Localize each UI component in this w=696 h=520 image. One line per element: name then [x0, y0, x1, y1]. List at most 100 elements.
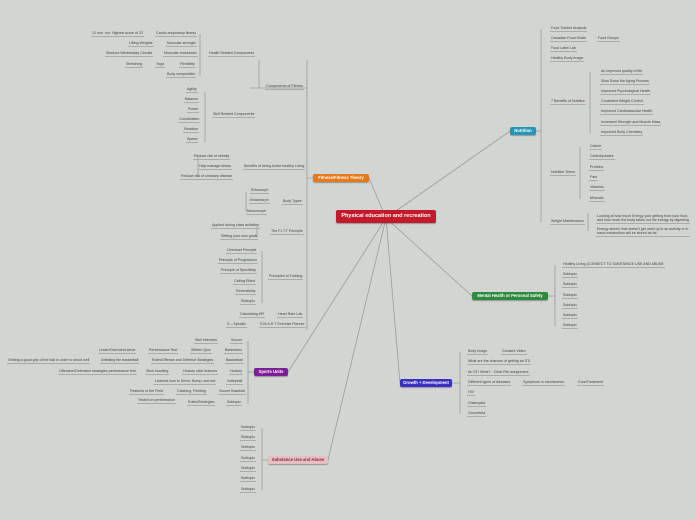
- fitness-topic[interactable]: Fitness/Fitness Theory: [313, 174, 369, 182]
- node[interactable]: Workout Wednesday Circuits: [105, 51, 154, 57]
- node[interactable]: Ectomorph: [250, 188, 270, 194]
- node[interactable]: Overload Principle: [226, 248, 258, 254]
- node[interactable]: Health Related Components: [208, 51, 256, 57]
- node[interactable]: Vitamins: [589, 185, 605, 191]
- node[interactable]: Subtopic: [562, 282, 578, 288]
- node[interactable]: Flexibility: [179, 62, 196, 68]
- node[interactable]: Body Image: [467, 349, 489, 355]
- node[interactable]: Subtopic: [240, 466, 256, 472]
- node[interactable]: Improved Cardiovascular Health: [600, 109, 654, 115]
- node[interactable]: Skill Related Components: [212, 112, 256, 118]
- node[interactable]: Volleyball: [226, 379, 244, 385]
- node[interactable]: Minerals: [589, 196, 605, 202]
- node[interactable]: Muscular endurance: [163, 51, 198, 57]
- node[interactable]: Getting a good grip of the ball in order…: [7, 358, 91, 364]
- node[interactable]: Carbohydrates: [589, 154, 615, 160]
- node[interactable]: Food Groups: [597, 36, 620, 42]
- node[interactable]: Subtopic: [240, 445, 256, 451]
- node[interactable]: Improved Body Chemistry: [600, 130, 644, 136]
- node[interactable]: Speed: [186, 137, 199, 143]
- node[interactable]: Improved Psychological Health: [600, 89, 652, 95]
- node[interactable]: Subtopic: [562, 313, 578, 319]
- node[interactable]: An STI What? - Clinic File assignment: [467, 370, 530, 376]
- node[interactable]: Tested on performance: [137, 398, 176, 404]
- node[interactable]: Principles of Training: [268, 274, 304, 280]
- sports-topic[interactable]: Sports Units: [254, 368, 288, 376]
- node[interactable]: Subtopic: [562, 323, 578, 329]
- node[interactable]: Features of the Field: [129, 389, 164, 395]
- node[interactable]: Ceiling Effect: [233, 279, 257, 285]
- node[interactable]: Benefits of being Active healthy Living: [243, 164, 306, 170]
- node[interactable]: Looking at how much Energy your getting …: [596, 214, 690, 224]
- node[interactable]: The F.I.T.T Principle: [270, 229, 304, 235]
- node[interactable]: Reaction: [183, 127, 200, 133]
- node[interactable]: Lifting Weights: [128, 41, 154, 47]
- node[interactable]: Muscular strength: [166, 41, 197, 47]
- node[interactable]: Subtopic: [240, 476, 256, 482]
- node[interactable]: Performance Test: [148, 348, 179, 354]
- node[interactable]: S – Specific: [226, 322, 247, 328]
- node[interactable]: 7 Benefits of Nutrition: [550, 99, 587, 105]
- node[interactable]: Rules/Offense and Defense Strategies: [151, 358, 215, 364]
- node[interactable]: Proteins: [589, 165, 605, 171]
- node[interactable]: Power: [187, 107, 200, 113]
- node[interactable]: Badminton: [224, 348, 244, 354]
- node[interactable]: Hockey: [229, 369, 243, 375]
- node[interactable]: Subtopic: [240, 487, 256, 493]
- node[interactable]: Heart Rate Lab: [277, 312, 304, 318]
- nutrition-topic[interactable]: Nutrition: [510, 127, 536, 135]
- node[interactable]: Components of Fitness: [265, 84, 304, 90]
- node[interactable]: Balance: [184, 97, 199, 103]
- node[interactable]: Healthy Living (CONNECT TO SUBSTANCE USE…: [562, 262, 665, 268]
- node[interactable]: An improved quality of life: [600, 69, 644, 75]
- node[interactable]: Soccer Baseball: [218, 389, 246, 395]
- node[interactable]: Rules/Strategies: [187, 400, 216, 406]
- node[interactable]: Stick handling: [145, 369, 170, 375]
- node[interactable]: Consent Video: [501, 349, 527, 355]
- node[interactable]: Subtopic: [226, 400, 242, 406]
- node[interactable]: Catching, Fielding: [176, 389, 207, 395]
- node[interactable]: Skill Interview: [194, 338, 218, 344]
- node[interactable]: Dribbling the basketball: [100, 358, 140, 364]
- node[interactable]: Setting your own goals: [220, 234, 259, 240]
- node[interactable]: Subtopic: [240, 456, 256, 462]
- node[interactable]: Subtopic: [562, 303, 578, 309]
- mental-health-topic[interactable]: Mental Health or Personal Safety: [472, 292, 548, 300]
- node[interactable]: Weight Maintenance: [550, 219, 585, 225]
- node[interactable]: HIV: [467, 390, 475, 396]
- node[interactable]: Subtopic: [240, 425, 256, 431]
- node[interactable]: Canadian Food Guide: [550, 36, 588, 42]
- node[interactable]: Body Types: [282, 199, 303, 205]
- node[interactable]: Subtopic: [240, 299, 256, 305]
- node[interactable]: Chlamydia: [467, 401, 486, 407]
- node[interactable]: Body composition: [166, 72, 197, 78]
- node[interactable]: Under/Overhand serve: [98, 348, 137, 354]
- node[interactable]: Basketball: [225, 358, 244, 364]
- node[interactable]: Calculating HR: [239, 312, 265, 318]
- node[interactable]: Symptoms in men/women: [522, 380, 566, 386]
- node[interactable]: Subtopic: [562, 272, 578, 278]
- growth-topic[interactable]: Growth + Development: [400, 379, 452, 387]
- node[interactable]: Coordination: [178, 117, 201, 123]
- node[interactable]: Energy stored, that doesn't get used up …: [596, 227, 690, 237]
- node[interactable]: Nutrition Terms: [550, 170, 577, 176]
- node[interactable]: Cardio-respiratory fitness: [155, 31, 198, 37]
- node[interactable]: Agility: [186, 87, 198, 93]
- node[interactable]: 12 min. run: Highest score of 22: [91, 31, 144, 37]
- node[interactable]: Food Tracker Analysis: [550, 26, 588, 32]
- node[interactable]: Reduce risk of obesity: [193, 154, 231, 160]
- node[interactable]: Help manage stress: [198, 164, 232, 170]
- node[interactable]: Reduce risk of coronary disease: [180, 174, 234, 180]
- node[interactable]: Endomorph: [249, 198, 270, 204]
- node[interactable]: S.M.A.R.T Exercise Planner: [259, 322, 306, 328]
- central-topic[interactable]: Physical education and recreation: [336, 210, 436, 223]
- node[interactable]: Written Quiz: [190, 348, 212, 354]
- node[interactable]: Learned how to Serve, Bump, and set: [154, 379, 217, 385]
- node[interactable]: Healthy Body Image: [550, 56, 585, 62]
- node[interactable]: Calorie: [589, 144, 603, 150]
- node[interactable]: Stretching: [125, 62, 144, 68]
- node[interactable]: Applied during class activities: [211, 223, 260, 229]
- node[interactable]: Principle of Progression: [218, 258, 258, 264]
- node[interactable]: What are the chances of getting an STI: [467, 359, 532, 365]
- node[interactable]: Offensive/Defensive strategies performan…: [58, 369, 137, 375]
